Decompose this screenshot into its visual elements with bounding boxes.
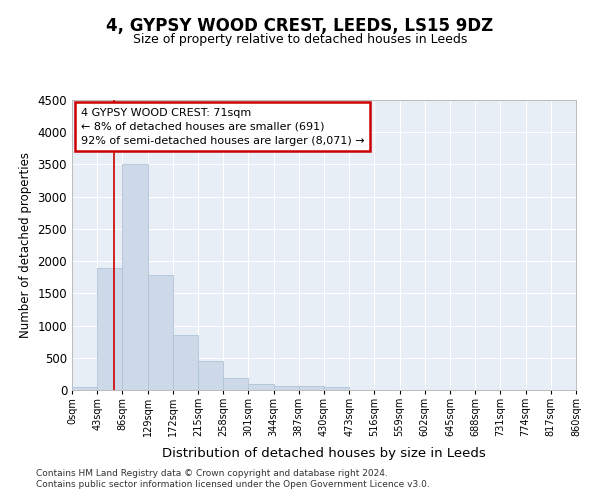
Text: Contains HM Land Registry data © Crown copyright and database right 2024.: Contains HM Land Registry data © Crown c… <box>36 468 388 477</box>
Text: Contains public sector information licensed under the Open Government Licence v3: Contains public sector information licen… <box>36 480 430 489</box>
Bar <box>173 335 198 390</box>
Bar <box>299 386 324 390</box>
Text: 4 GYPSY WOOD CREST: 71sqm
← 8% of detached houses are smaller (691)
92% of semi-: 4 GYPSY WOOD CREST: 71sqm ← 8% of detach… <box>81 108 364 146</box>
Text: 4, GYPSY WOOD CREST, LEEDS, LS15 9DZ: 4, GYPSY WOOD CREST, LEEDS, LS15 9DZ <box>106 18 494 36</box>
Bar <box>248 384 274 390</box>
Y-axis label: Number of detached properties: Number of detached properties <box>19 152 32 338</box>
Bar <box>198 361 223 390</box>
Bar <box>223 378 248 390</box>
Bar <box>72 388 97 390</box>
Bar <box>324 388 349 390</box>
Bar <box>274 386 299 390</box>
Bar <box>97 268 122 390</box>
Text: Size of property relative to detached houses in Leeds: Size of property relative to detached ho… <box>133 32 467 46</box>
Bar <box>148 276 173 390</box>
X-axis label: Distribution of detached houses by size in Leeds: Distribution of detached houses by size … <box>162 448 486 460</box>
Bar <box>122 164 148 390</box>
